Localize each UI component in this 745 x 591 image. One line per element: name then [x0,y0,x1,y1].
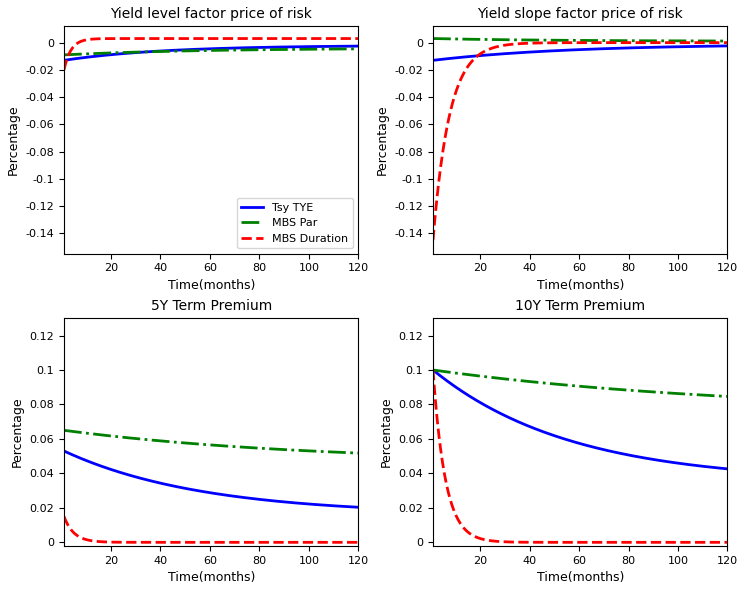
X-axis label: Time(months): Time(months) [536,571,624,584]
Title: 10Y Term Premium: 10Y Term Premium [516,299,645,313]
Y-axis label: Percentage: Percentage [376,105,389,176]
X-axis label: Time(months): Time(months) [168,279,255,292]
X-axis label: Time(months): Time(months) [536,279,624,292]
Title: Yield slope factor price of risk: Yield slope factor price of risk [478,7,683,21]
Y-axis label: Percentage: Percentage [7,105,20,176]
Y-axis label: Percentage: Percentage [380,397,393,467]
Title: 5Y Term Premium: 5Y Term Premium [150,299,272,313]
Legend: Tsy TYE, MBS Par, MBS Duration: Tsy TYE, MBS Par, MBS Duration [237,198,353,248]
Y-axis label: Percentage: Percentage [11,397,24,467]
X-axis label: Time(months): Time(months) [168,571,255,584]
Title: Yield level factor price of risk: Yield level factor price of risk [110,7,312,21]
